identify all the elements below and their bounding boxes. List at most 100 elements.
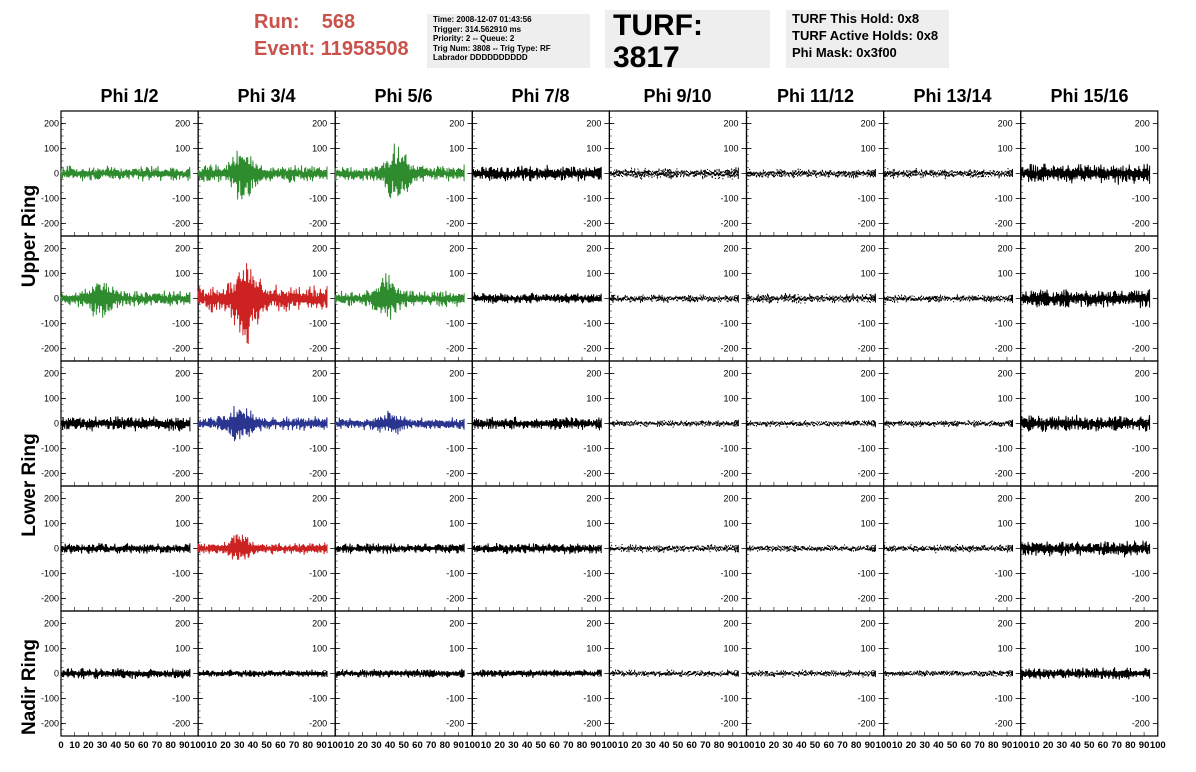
turf-this-hold: TURF This Hold: 0x8 xyxy=(792,11,920,26)
info-trignum: Trig Num: 3808 -- Trig Type: RF xyxy=(433,43,551,53)
x-tick-label: 10 xyxy=(481,740,492,751)
y-tick-label: 200 xyxy=(1135,119,1150,129)
phi-mask: Phi Mask: 0x3f00 xyxy=(792,45,897,60)
y-tick-label: 200 xyxy=(586,494,601,504)
x-tick-label: 40 xyxy=(522,740,533,751)
y-tick-label: 100 xyxy=(449,519,464,529)
y-tick-label: 100 xyxy=(449,644,464,654)
y-tick-label: 200 xyxy=(861,119,876,129)
y-tick-label: 100 xyxy=(998,269,1013,279)
waveform-trace xyxy=(471,669,602,679)
y-tick-label: -100 xyxy=(995,194,1013,204)
y-tick-label: 0 xyxy=(733,544,738,554)
y-tick-label-outer: -100 xyxy=(41,694,59,704)
y-tick-label: 100 xyxy=(586,394,601,404)
x-tick-label: 50 xyxy=(1084,740,1095,751)
y-tick-label: -100 xyxy=(1132,569,1150,579)
y-tick-label: 100 xyxy=(175,644,190,654)
y-tick-label: -100 xyxy=(309,694,327,704)
y-tick-label: -200 xyxy=(309,469,327,479)
y-tick-label: 100 xyxy=(1135,394,1150,404)
y-tick-label: -200 xyxy=(1132,219,1150,229)
waveform-trace xyxy=(197,263,328,344)
y-tick-label: -200 xyxy=(583,719,601,729)
x-tick-label: 0 xyxy=(58,740,63,751)
y-tick-label: -100 xyxy=(720,444,738,454)
y-tick-label: -200 xyxy=(583,469,601,479)
x-tick-label: 100 xyxy=(739,740,755,751)
y-tick-label: -100 xyxy=(583,194,601,204)
y-tick-label: -200 xyxy=(720,594,738,604)
waveform-trace xyxy=(883,419,1013,428)
y-tick-label: 200 xyxy=(998,369,1013,379)
x-tick-label: 100 xyxy=(1150,740,1166,751)
y-tick-label: 0 xyxy=(1008,419,1013,429)
y-tick-label: 100 xyxy=(586,269,601,279)
x-tick-label: 50 xyxy=(398,740,409,751)
y-tick-label: 200 xyxy=(723,494,738,504)
x-tick-label: 40 xyxy=(659,740,670,751)
y-tick-label: -200 xyxy=(309,594,327,604)
y-tick-label-outer: 0 xyxy=(54,294,59,304)
info-time: Time: 2008-12-07 01:43:56 xyxy=(433,15,532,24)
y-tick-label: -200 xyxy=(309,344,327,354)
y-tick-label: 200 xyxy=(449,119,464,129)
x-tick-label: 90 xyxy=(1002,740,1013,751)
y-tick-label: 100 xyxy=(449,144,464,154)
x-tick-label: 30 xyxy=(919,740,930,751)
y-tick-label: 100 xyxy=(723,519,738,529)
y-tick-label: -100 xyxy=(172,444,190,454)
x-tick-label: 60 xyxy=(961,740,972,751)
y-tick-label: -200 xyxy=(446,219,464,229)
x-tick-label: 80 xyxy=(851,740,862,751)
y-tick-label: 100 xyxy=(449,394,464,404)
y-tick-label: -100 xyxy=(309,444,327,454)
y-tick-label: 200 xyxy=(998,619,1013,629)
y-tick-label: -100 xyxy=(720,319,738,329)
column-header-phi-7-8: Phi 7/8 xyxy=(511,86,570,106)
waveform-trace xyxy=(1020,414,1151,432)
x-tick-label: 10 xyxy=(892,740,903,751)
y-tick-label: -200 xyxy=(172,594,190,604)
y-tick-label: -100 xyxy=(720,194,738,204)
waveform-trace xyxy=(334,143,465,199)
waveform-trace xyxy=(60,282,191,318)
y-tick-label: -100 xyxy=(446,694,464,704)
y-tick-label: 0 xyxy=(733,169,738,179)
y-tick-label: -100 xyxy=(858,194,876,204)
x-tick-label: 10 xyxy=(618,740,629,751)
y-tick-label: -200 xyxy=(995,344,1013,354)
y-tick-label: -100 xyxy=(1132,319,1150,329)
y-tick-label: 200 xyxy=(586,244,601,254)
y-tick-label: -100 xyxy=(858,694,876,704)
y-tick-label: 100 xyxy=(998,394,1013,404)
y-tick-label: 200 xyxy=(449,494,464,504)
y-tick-label: 200 xyxy=(449,244,464,254)
y-tick-label: -200 xyxy=(446,594,464,604)
y-tick-label-outer: 0 xyxy=(54,544,59,554)
y-tick-label: -100 xyxy=(583,444,601,454)
x-tick-label: 100 xyxy=(1013,740,1029,751)
y-tick-label: 200 xyxy=(1135,619,1150,629)
y-tick-label: -100 xyxy=(446,319,464,329)
y-tick-label: 100 xyxy=(998,144,1013,154)
x-tick-label: 30 xyxy=(234,740,245,751)
y-tick-label: 100 xyxy=(175,144,190,154)
y-tick-label: 100 xyxy=(586,144,601,154)
y-tick-label-outer: 100 xyxy=(44,519,59,529)
y-tick-label: 100 xyxy=(312,644,327,654)
y-tick-label: 200 xyxy=(1135,244,1150,254)
y-tick-label: -100 xyxy=(995,694,1013,704)
y-tick-label: -200 xyxy=(1132,469,1150,479)
y-tick-label: -200 xyxy=(858,594,876,604)
waveform-trace xyxy=(471,542,602,555)
y-tick-label: 200 xyxy=(861,494,876,504)
